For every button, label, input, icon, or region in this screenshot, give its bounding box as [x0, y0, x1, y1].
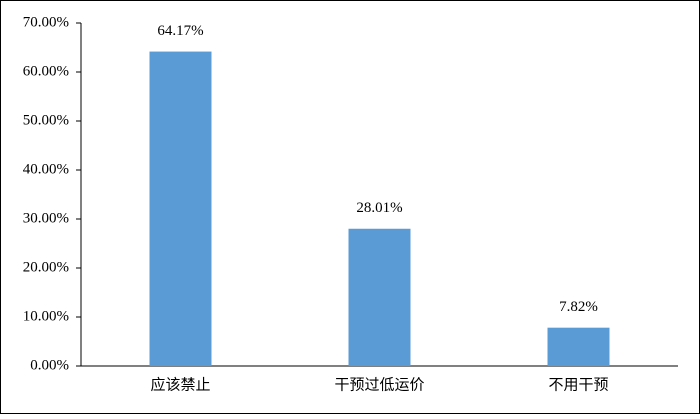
value-label: 7.82% — [559, 299, 598, 315]
bar — [348, 228, 411, 366]
value-label: 28.01% — [356, 200, 402, 216]
x-tick-label: 应该禁止 — [150, 375, 210, 393]
x-tick-label: 不用干预 — [548, 376, 608, 393]
y-tick-label: 70.00% — [23, 14, 69, 30]
y-tick-label: 20.00% — [23, 259, 69, 275]
bar — [149, 51, 212, 366]
y-tick-label: 10.00% — [23, 308, 69, 324]
y-tick-label: 60.00% — [23, 63, 69, 79]
y-tick-label: 50.00% — [23, 112, 69, 128]
y-tick-label: 40.00% — [23, 161, 69, 177]
bar — [547, 327, 610, 366]
y-tick-label: 30.00% — [23, 210, 69, 226]
y-tick-label: 0.00% — [30, 357, 69, 373]
x-tick-label: 干预过低运价 — [334, 376, 424, 393]
value-label: 64.17% — [157, 23, 203, 39]
